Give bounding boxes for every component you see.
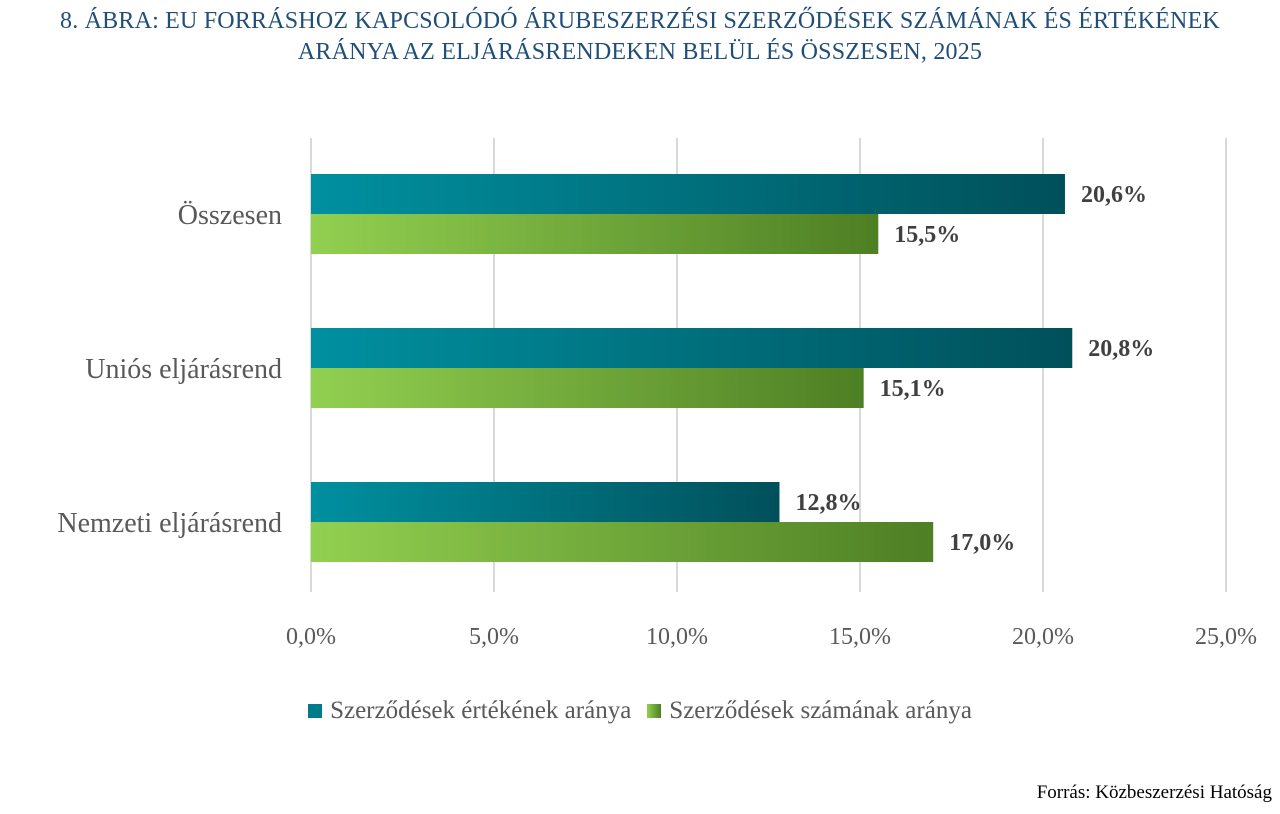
chart-legend: Szerződések értékének aránya Szerződések… — [0, 697, 1280, 725]
x-tick-label: 10,0% — [646, 624, 708, 650]
bar-count-share — [311, 214, 879, 254]
chart-title-line-1: 8. ÁBRA: EU FORRÁSHOZ KAPCSOLÓDÓ ÁRUBESZ… — [60, 8, 1220, 34]
bar-count-share — [311, 522, 934, 562]
data-label: 15,5% — [894, 222, 960, 248]
legend-label-value: Szerződések értékének aránya — [330, 697, 632, 724]
category-label: Összesen — [178, 200, 282, 231]
x-tick-label: 25,0% — [1195, 624, 1257, 650]
bar-count-share — [311, 368, 864, 408]
x-tick-label: 0,0% — [286, 624, 336, 650]
bar-value-share — [311, 328, 1073, 368]
legend-swatch-value — [308, 704, 323, 718]
legend-swatch-count — [647, 704, 662, 718]
bar-value-share — [311, 482, 780, 522]
data-label: 17,0% — [949, 530, 1015, 556]
legend-item-value-share: Szerződések értékének aránya — [308, 697, 631, 725]
x-tick-label: 20,0% — [1012, 624, 1074, 650]
data-label: 15,1% — [880, 376, 946, 402]
legend-item-count-share: Szerződések számának aránya — [647, 697, 972, 725]
x-tick-label: 5,0% — [469, 624, 519, 650]
category-label: Nemzeti eljárásrend — [57, 508, 282, 539]
chart-title: 8. ÁBRA: EU FORRÁSHOZ KAPCSOLÓDÓ ÁRUBESZ… — [0, 6, 1280, 68]
bar-value-share — [311, 174, 1065, 214]
bar-chart: Összesen Uniós eljárásrend Nemzeti eljárás… — [57, 138, 1257, 650]
x-tick-label: 15,0% — [829, 624, 891, 650]
category-label: Uniós eljárásrend — [85, 354, 282, 385]
data-label: 12,8% — [795, 490, 861, 516]
source-note: Forrás: Közbeszerzési Hatóság — [1036, 782, 1272, 803]
data-label: 20,8% — [1088, 336, 1154, 362]
data-label: 20,6% — [1081, 182, 1147, 208]
legend-label-count: Szerződések számának aránya — [669, 697, 972, 724]
chart-title-line-2: ARÁNYA AZ ELJÁRÁSRENDEKEN BELÜL ÉS ÖSSZE… — [297, 39, 983, 65]
